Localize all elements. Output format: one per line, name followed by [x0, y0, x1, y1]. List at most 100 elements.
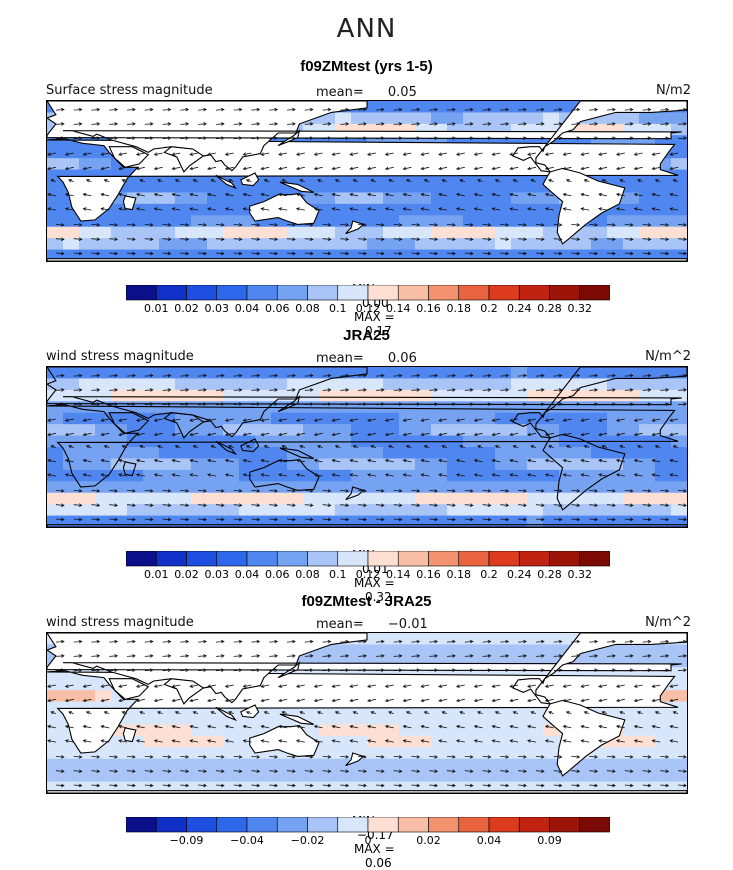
wind-vector-head	[505, 769, 510, 773]
field-cell	[223, 389, 240, 402]
wind-vector	[225, 474, 234, 477]
field-cell	[591, 238, 608, 251]
field-cell	[367, 249, 384, 261]
field-cell	[527, 249, 544, 261]
wind-vector	[584, 445, 590, 448]
field-cell	[127, 770, 144, 783]
panel-2-map	[46, 366, 688, 528]
wind-vector	[642, 137, 651, 140]
field-cell	[111, 735, 128, 748]
wind-vector-head	[558, 755, 563, 759]
field-cell	[367, 447, 384, 460]
wind-vector	[624, 137, 633, 140]
wind-vector	[304, 756, 313, 758]
field-cell	[127, 469, 144, 482]
field-cell	[383, 515, 400, 527]
wind-vector-head	[96, 388, 101, 392]
wind-vector-head	[132, 388, 136, 392]
field-cell	[175, 203, 192, 216]
wind-vector	[332, 740, 341, 743]
field-cell	[495, 644, 512, 657]
wind-vector-head	[416, 489, 421, 493]
wind-vector	[581, 459, 590, 463]
wind-vector	[385, 740, 394, 743]
wind-vector	[442, 179, 448, 182]
wind-vector-head	[405, 179, 410, 183]
field-cell	[511, 424, 528, 437]
wind-vector-head	[242, 418, 247, 422]
field-cell	[495, 401, 512, 414]
wind-vector	[624, 784, 633, 787]
field-cell	[479, 226, 496, 239]
wind-vector	[637, 179, 643, 182]
field-cell	[607, 112, 624, 125]
wind-vector	[513, 445, 519, 448]
wind-vector	[261, 459, 270, 463]
field-cell	[239, 504, 256, 517]
wind-vector-head	[103, 711, 108, 715]
wind-vector-head	[562, 724, 567, 729]
field-cell	[47, 367, 64, 380]
wind-vector-head	[220, 517, 225, 522]
wind-vector-head	[398, 783, 403, 788]
wind-vector	[286, 518, 296, 521]
field-cell	[175, 758, 192, 771]
field-cell	[623, 492, 640, 505]
wind-vector	[162, 504, 171, 506]
field-cell	[175, 226, 192, 239]
wind-vector	[624, 655, 633, 657]
field-cell	[175, 215, 192, 228]
field-cell	[143, 770, 160, 783]
wind-vector	[424, 445, 430, 448]
wind-vector-head	[562, 432, 567, 437]
wind-vector-head	[416, 107, 421, 112]
wind-vector	[358, 784, 367, 787]
wind-vector-head	[96, 136, 101, 141]
wind-vector-head	[615, 684, 620, 688]
wind-vector-head	[100, 473, 105, 477]
wind-vector-head	[295, 698, 300, 703]
wind-vector-head	[207, 684, 211, 688]
wind-vector	[421, 725, 430, 729]
wind-vector	[482, 490, 491, 492]
wind-vector	[571, 252, 580, 255]
wind-vector-head	[82, 152, 87, 156]
wind-vector	[101, 740, 110, 743]
wind-vector-head	[647, 373, 652, 378]
wind-vector	[243, 459, 252, 463]
wind-vector	[527, 474, 536, 477]
wind-vector	[464, 504, 473, 506]
wind-vector-head	[455, 724, 460, 729]
field-cell	[335, 412, 352, 425]
wind-vector	[47, 152, 56, 156]
field-cell	[319, 481, 336, 494]
wind-vector	[109, 655, 118, 657]
field-cell	[191, 424, 208, 437]
wind-vector-head	[118, 152, 123, 156]
wind-vector	[207, 432, 216, 436]
wind-vector	[340, 403, 349, 406]
wind-vector-head	[598, 207, 603, 211]
field-cell	[671, 655, 687, 668]
field-cell	[207, 226, 224, 239]
wind-vector-head	[260, 207, 265, 211]
map-wind-vectors	[47, 373, 687, 522]
field-cell	[175, 713, 192, 726]
field-cell	[415, 481, 432, 494]
field-cell	[479, 758, 496, 771]
field-cell	[543, 424, 560, 437]
field-cell	[191, 389, 208, 402]
wind-vector	[215, 224, 224, 226]
wind-vector	[513, 711, 519, 714]
wind-vector-head	[452, 517, 456, 522]
field-cell	[127, 481, 144, 494]
wind-vector-head	[203, 639, 207, 644]
wind-vector	[340, 224, 349, 226]
wind-vector	[438, 432, 448, 436]
wind-vector-head	[331, 458, 336, 463]
field-cell	[543, 378, 560, 391]
wind-vector	[126, 490, 136, 492]
wind-vector-head	[669, 739, 674, 743]
field-cell	[383, 401, 400, 414]
field-cell	[399, 770, 416, 783]
